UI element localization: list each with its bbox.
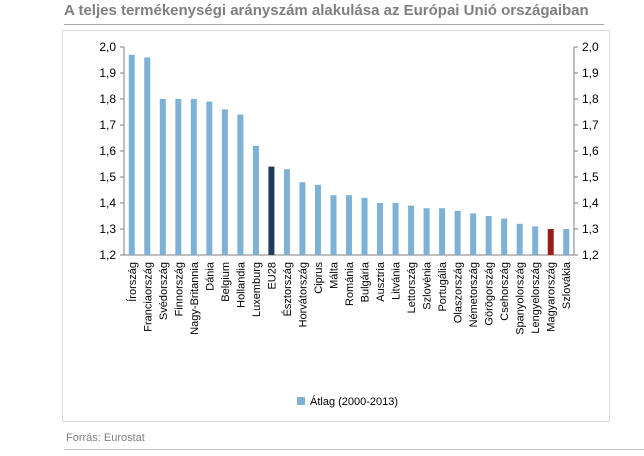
bar <box>439 208 446 255</box>
bar <box>485 216 492 255</box>
y-tick-label-left: 1,5 <box>99 170 116 184</box>
x-tick-label: Románia <box>344 261 356 306</box>
title-underline <box>64 24 604 25</box>
legend-label: Átlag (2000-2013) <box>310 395 398 408</box>
y-tick-label-right: 1,8 <box>582 92 599 106</box>
chart-frame <box>62 30 610 422</box>
bar <box>330 195 337 255</box>
y-tick-label-right: 2,0 <box>582 40 599 54</box>
bar <box>299 182 306 255</box>
x-tick-label: Észtország <box>281 262 294 316</box>
x-tick-label: Dánia <box>204 261 216 291</box>
y-tick-label-right: 1,7 <box>582 118 599 132</box>
x-tick-label: Lettország <box>406 262 418 313</box>
x-tick-label: Magyarország <box>546 262 558 332</box>
x-tick-label: Szlovénia <box>422 261 434 310</box>
y-tick-label-right: 1,5 <box>582 170 599 184</box>
y-tick-label-right: 1,4 <box>582 196 599 210</box>
y-tick-label-left: 1,8 <box>99 92 116 106</box>
bar-chart: 1,2 1,2 1,3 1,3 1,4 1,4 1,5 1,5 1,6 1,6 1,7 1,7 1,8 1… <box>99 40 599 408</box>
bar <box>470 213 477 255</box>
x-tick-label: Portugália <box>437 261 449 311</box>
chart-bars <box>128 54 570 256</box>
x-tick-label: Litvánia <box>391 261 403 300</box>
bar <box>563 229 570 255</box>
bar <box>346 195 352 255</box>
x-tick-label: Olaszország <box>453 262 465 323</box>
bar <box>159 99 166 255</box>
x-tick-labels: Írország Franciaország Svédország Finnorszá… <box>126 261 573 335</box>
x-tick-label: Lengyelország <box>530 262 542 334</box>
x-tick-label: Franciaország <box>142 262 154 332</box>
bar <box>237 114 244 255</box>
bar <box>206 101 213 255</box>
y-tick-label-left: 2,0 <box>99 40 116 54</box>
chart-title: A teljes termékenységi arányszám alakulá… <box>64 2 589 19</box>
x-tick-label: Írország <box>126 262 139 302</box>
y-tick-label-right: 1,6 <box>582 144 599 158</box>
bar <box>268 166 275 255</box>
x-tick-label: Nagy-Britannia <box>189 261 201 335</box>
x-tick-label: Finnország <box>173 262 185 316</box>
x-tick-label: Ciprus <box>313 262 325 294</box>
x-tick-label: Málta <box>328 261 340 289</box>
bar <box>190 99 197 255</box>
x-tick-label: Bulgária <box>360 261 372 302</box>
x-tick-label: Hollandia <box>235 261 247 308</box>
y-tick-label-left: 1,9 <box>99 66 116 80</box>
y-tick-label-right: 1,3 <box>582 222 599 236</box>
x-tick-label: Ausztria <box>375 261 387 302</box>
y-tick-label-left: 1,7 <box>99 118 116 132</box>
x-tick-label: Németország <box>468 262 480 327</box>
y-tick-label-left: 1,2 <box>99 248 116 262</box>
bar <box>392 203 399 255</box>
x-tick-label: EU28 <box>266 262 278 290</box>
source-note: Forrás: Eurostat <box>66 432 145 444</box>
bar <box>128 54 135 255</box>
chart-legend: Átlag (2000-2013) <box>297 395 398 408</box>
bar <box>501 218 508 255</box>
bar <box>532 226 539 255</box>
bar <box>454 210 461 255</box>
y-tick-label-left: 1,6 <box>99 144 116 158</box>
bar <box>314 184 321 255</box>
x-tick-label: Horvátország <box>297 262 309 327</box>
bar <box>252 145 259 255</box>
x-tick-label: Görögország <box>484 262 496 326</box>
bar <box>144 57 151 256</box>
y-tick-label-right: 1,9 <box>582 66 599 80</box>
x-tick-label: Luxemburg <box>251 262 263 317</box>
bar <box>175 99 182 255</box>
bar <box>408 205 415 255</box>
bar <box>377 203 384 255</box>
y-tick-label-left: 1,3 <box>99 222 116 236</box>
bar <box>361 197 368 255</box>
x-tick-label: Svédország <box>158 262 170 320</box>
bar <box>547 229 554 255</box>
bottom-rule <box>64 449 644 450</box>
x-tick-label: Csehország <box>499 262 511 321</box>
bar <box>283 169 290 255</box>
x-tick-label: Spanyolország <box>515 262 527 335</box>
bar <box>516 223 523 255</box>
bar <box>221 109 228 256</box>
x-tick-label: Szlovákia <box>561 261 573 309</box>
legend-swatch <box>297 397 305 405</box>
x-tick-label: Belgium <box>220 262 232 302</box>
chart-axes: 1,2 1,2 1,3 1,3 1,4 1,4 1,5 1,5 1,6 1,6 1,7 1,7 1,8 1… <box>99 40 599 262</box>
bar <box>423 208 430 255</box>
y-tick-label-right: 1,2 <box>582 248 599 262</box>
y-tick-label-left: 1,4 <box>99 196 116 210</box>
